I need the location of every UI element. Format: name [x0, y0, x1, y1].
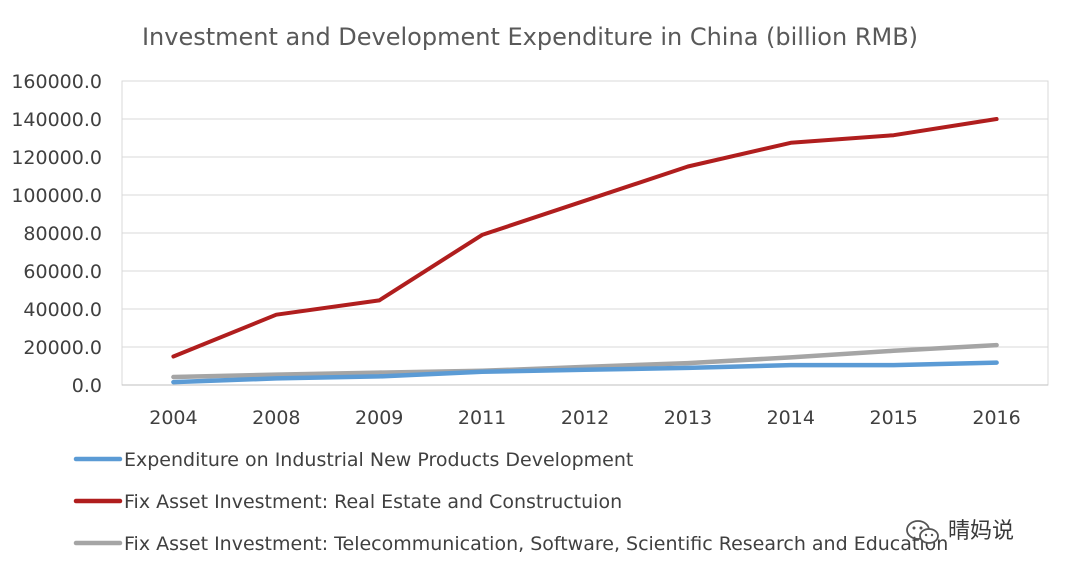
legend-label: Expenditure on Industrial New Products D… [124, 449, 633, 471]
gridlines [121, 80, 1049, 386]
x-tick-label: 2013 [664, 407, 712, 429]
x-tick-label: 2011 [458, 407, 506, 429]
y-tick-label: 40000.0 [23, 299, 102, 321]
y-axis-ticks: 0.0 20000.0 40000.0 60000.0 80000.0 100000.0 1… [11, 71, 102, 397]
legend-entry-1: Expenditure on Industrial New Products D… [73, 449, 633, 471]
series-lines [171, 117, 999, 385]
y-tick-label: 140000.0 [11, 109, 102, 131]
y-tick-label: 80000.0 [23, 223, 102, 245]
wechat-icon [906, 520, 939, 544]
x-tick-label: 2014 [767, 407, 815, 429]
watermark: 晴妈说 [906, 519, 1014, 544]
series-line-1 [171, 360, 999, 385]
y-tick-label: 60000.0 [23, 261, 102, 283]
x-tick-label: 2004 [149, 407, 197, 429]
legend-label: Fix Asset Investment: Telecommunication,… [124, 533, 948, 555]
legend-entry-2: Fix Asset Investment: Real Estate and Co… [73, 491, 622, 513]
x-tick-label: 2009 [355, 407, 403, 429]
legend: Expenditure on Industrial New Products D… [73, 449, 948, 555]
x-tick-label: 2015 [869, 407, 917, 429]
x-tick-label: 2016 [972, 407, 1020, 429]
legend-entry-3: Fix Asset Investment: Telecommunication,… [73, 533, 948, 555]
y-tick-label: 160000.0 [11, 71, 102, 93]
x-axis-ticks: 2004 2008 2009 2011 2012 2013 2014 2015 2016 [149, 407, 1020, 429]
y-tick-label: 20000.0 [23, 337, 102, 359]
y-tick-label: 0.0 [72, 375, 102, 397]
series-line-3 [171, 342, 999, 380]
chart-title: Investment and Development Expenditure i… [142, 23, 918, 51]
series-line-2 [171, 117, 999, 359]
x-tick-label: 2008 [252, 407, 300, 429]
y-tick-label: 120000.0 [11, 147, 102, 169]
legend-label: Fix Asset Investment: Real Estate and Co… [124, 491, 622, 513]
x-tick-label: 2012 [561, 407, 609, 429]
watermark-text: 晴妈说 [948, 519, 1014, 544]
y-tick-label: 100000.0 [11, 185, 102, 207]
